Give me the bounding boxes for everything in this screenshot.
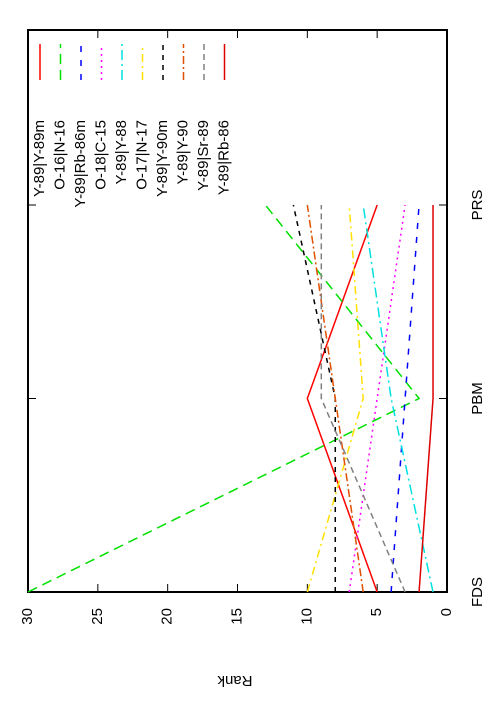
y-tick-label: 20 (159, 608, 176, 625)
plot-frame (27, 29, 448, 593)
y-tick-label: 5 (368, 608, 385, 616)
y-tick-label: 30 (19, 608, 36, 625)
legend-label: Y-89|Rb-86 (215, 120, 232, 195)
x-tick-label: FDS (469, 577, 486, 607)
series-line (418, 205, 434, 593)
y-axis-label: Rank (217, 672, 253, 689)
y-tick-label: 0 (438, 608, 455, 616)
series-line (390, 204, 420, 593)
y-tick-label: 15 (228, 608, 245, 625)
legend-label: O-16|N-16 (51, 120, 68, 190)
x-tick-label: PBM (469, 382, 486, 415)
rotated-plot: Rank 0 5 10 15 20 25 30 FDS PBM PRS Y-89|Y-89m O-16… (19, 29, 486, 689)
series-line (292, 204, 337, 592)
series-line (320, 205, 406, 593)
series-line (306, 204, 364, 593)
x-tick-label: PRS (469, 190, 486, 221)
legend-label: O-17|N-17 (133, 120, 150, 190)
legend-label: Y-89|Y-89m (31, 120, 48, 197)
legend-label: Y-89|Y-90m (154, 120, 171, 197)
legend-label: Y-89|Y-88 (113, 120, 130, 185)
series-line (348, 204, 406, 593)
legend-label: Y-89|Sr-89 (195, 120, 212, 191)
series-line (306, 204, 364, 593)
series-line (306, 204, 378, 593)
legend-label: Y-89|Rb-86m (72, 120, 89, 208)
legend-label: Y-89|Y-90 (174, 120, 191, 185)
legend-label: O-18|C-15 (92, 120, 109, 190)
y-tick-label: 25 (89, 608, 106, 625)
y-tick-label: 10 (298, 608, 315, 625)
series-line (362, 204, 434, 593)
series-line (27, 204, 421, 593)
